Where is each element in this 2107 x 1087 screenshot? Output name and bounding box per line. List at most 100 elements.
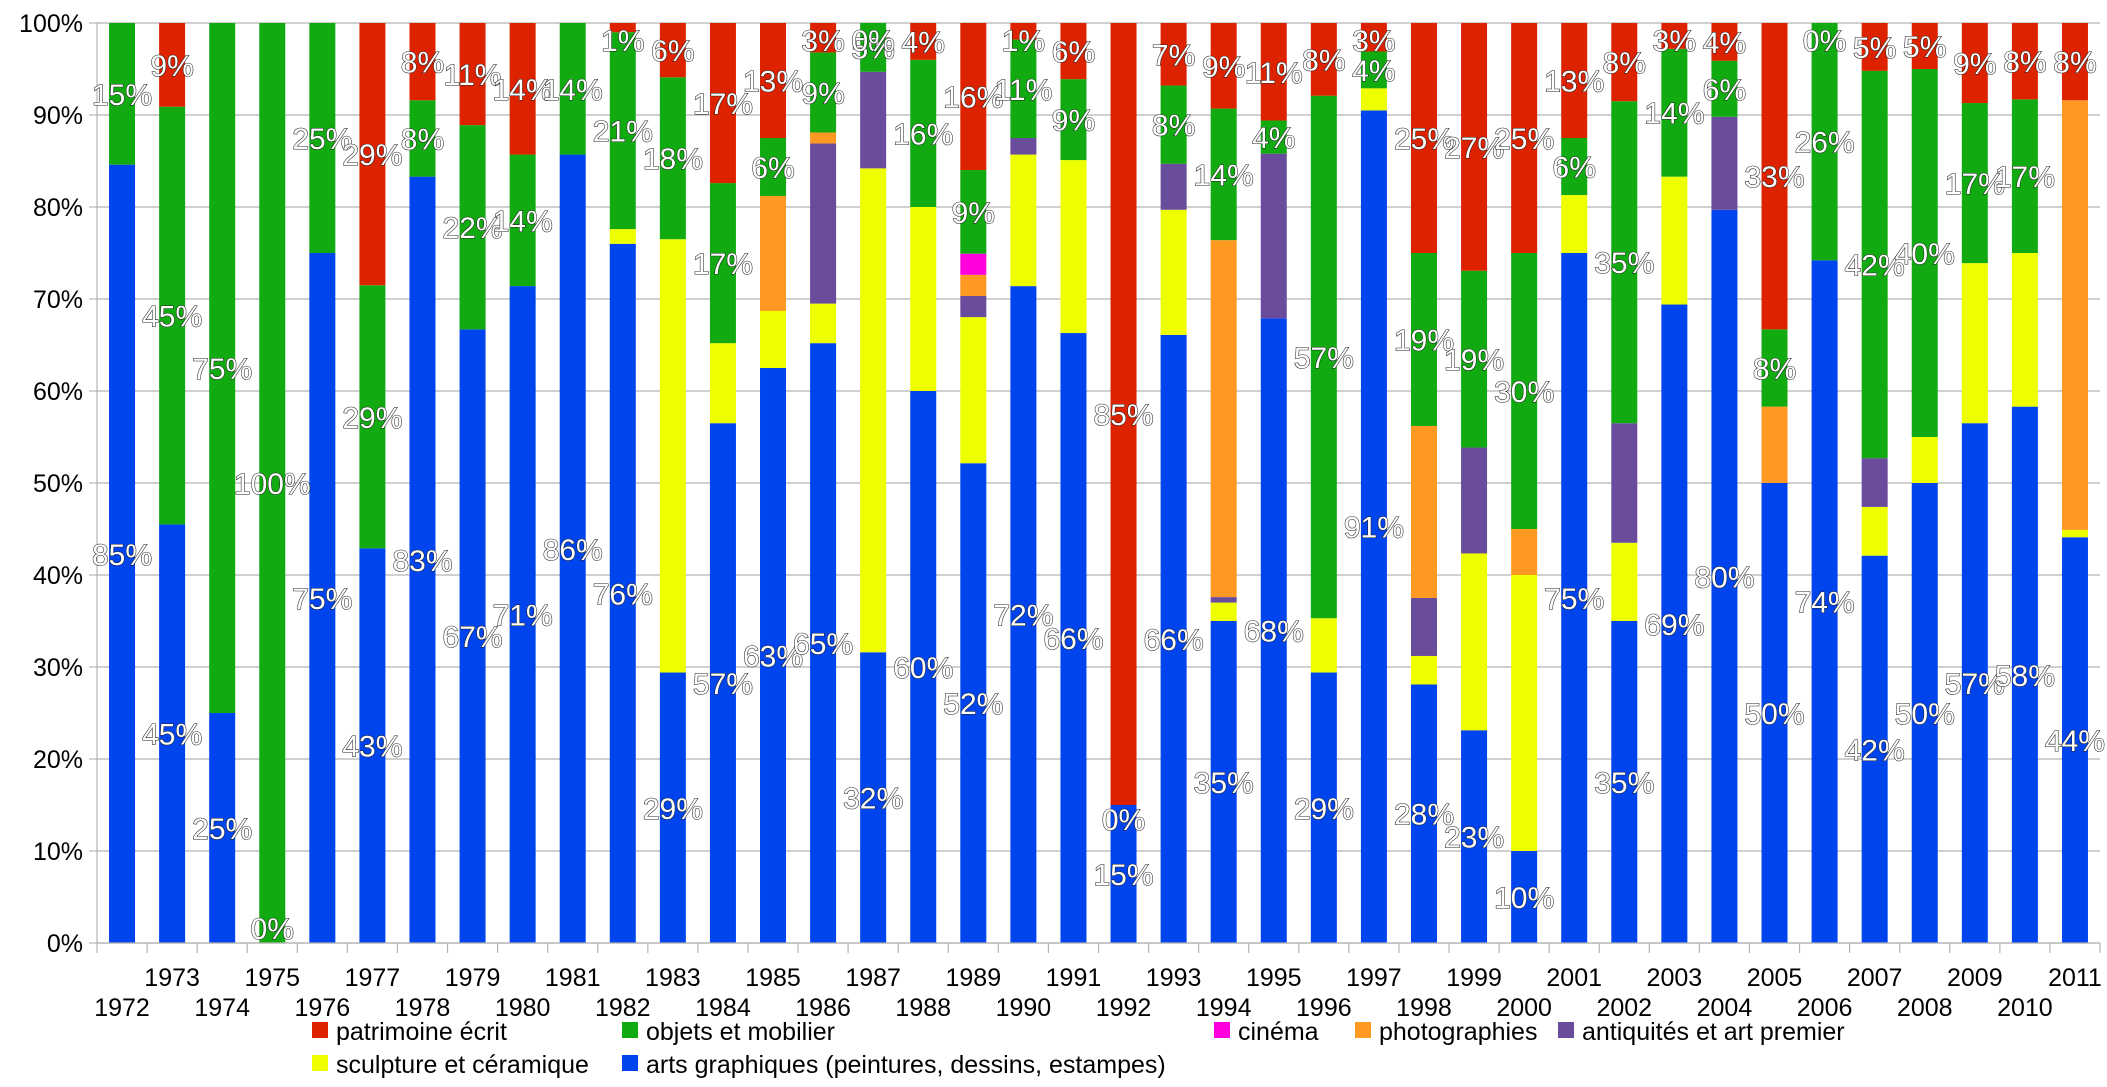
data-label-patrimoine-ecrit: 11% — [1245, 57, 1303, 90]
data-label-arts-graphiques: 45% — [142, 719, 202, 752]
bar-arts-graphiques-peintures-dessins-estampes-2007 — [1861, 555, 1888, 943]
bar-sculpture-et-ceramique-2001 — [1561, 195, 1588, 253]
data-label-arts-graphiques: 83% — [392, 545, 452, 578]
data-label-patrimoine-ecrit: 33% — [1744, 161, 1804, 194]
bar-objets-et-mobilier-1982 — [609, 32, 636, 230]
data-label-objets-et-mobilier: 26% — [1795, 127, 1855, 160]
data-label-arts-graphiques: 80% — [1694, 561, 1754, 594]
data-label-arts-graphiques: 25% — [192, 813, 252, 846]
bar-patrimoine-ecrit-1973 — [159, 23, 186, 107]
data-label-arts-graphiques: 43% — [342, 731, 402, 764]
bar-arts-graphiques-peintures-dessins-estampes-1977 — [359, 548, 386, 943]
data-label-objets-et-mobilier: 14% — [493, 205, 553, 238]
x-tick-label: 1998 — [1396, 994, 1452, 1022]
data-label-objets-et-mobilier: 75% — [192, 353, 252, 386]
bar-sculpture-et-ceramique-1984 — [709, 343, 736, 424]
bar-stack-1989 — [960, 23, 987, 943]
bar-sculpture-et-ceramique-2009 — [1961, 263, 1988, 424]
legend-swatch — [312, 1022, 328, 1038]
data-label-patrimoine-ecrit: 1% — [1002, 25, 1045, 58]
bar-objets-et-mobilier-2000 — [1511, 253, 1538, 529]
bar-stack-1976 — [309, 23, 336, 943]
data-label-patrimoine-ecrit: 25% — [1394, 123, 1454, 156]
bar-patrimoine-ecrit-1988 — [910, 23, 937, 60]
data-label-arts-graphiques: 29% — [1294, 793, 1354, 826]
data-label-patrimoine-ecrit: 3% — [801, 25, 844, 58]
bar-arts-graphiques-peintures-dessins-estampes-2011 — [2061, 537, 2088, 943]
bar-sculpture-et-ceramique-2011 — [2061, 529, 2088, 538]
data-label-patrimoine-ecrit: 13% — [743, 66, 803, 99]
bar-sculpture-et-ceramique-1993 — [1160, 209, 1187, 335]
bar-arts-graphiques-peintures-dessins-estampes-1985 — [760, 368, 787, 943]
data-label-patrimoine-ecrit: 13% — [1544, 66, 1604, 99]
bar-arts-graphiques-peintures-dessins-estampes-1980 — [509, 286, 536, 943]
bar-antiquites-et-art-premier-1989 — [960, 295, 987, 318]
bar-stack-1999 — [1461, 23, 1488, 943]
data-label-patrimoine-ecrit: 9% — [1202, 51, 1245, 84]
bar-stack-2009 — [1961, 23, 1988, 943]
data-label-objets-et-mobilier: 17% — [1945, 168, 2005, 201]
bar-sculpture-et-ceramique-1996 — [1310, 618, 1337, 673]
y-axis: 0% 10% 20% 30% 40% 50% 60% 70% 80% 90% 100% — [19, 10, 98, 958]
bar-stack-1996 — [1310, 23, 1337, 943]
bar-antiquites-et-art-premier-1999 — [1461, 447, 1488, 554]
bar-objets-et-mobilier-1987 — [860, 23, 887, 72]
bar-sculpture-et-ceramique-1989 — [960, 317, 987, 464]
bar-arts-graphiques-peintures-dessins-estampes-2008 — [1911, 483, 1938, 943]
bar-patrimoine-ecrit-1977 — [359, 23, 386, 286]
data-label-patrimoine-ecrit: 6% — [1052, 36, 1095, 69]
data-label-arts-graphiques: 0% — [251, 913, 294, 946]
legend-swatch — [312, 1055, 328, 1071]
x-tick-label: 1979 — [445, 964, 501, 992]
x-tick-label: 1986 — [795, 994, 851, 1022]
data-label-objets-et-mobilier: 25% — [292, 123, 352, 156]
x-tick-label: 1989 — [946, 964, 1002, 992]
data-label-objets-et-mobilier: 11% — [994, 74, 1052, 107]
data-label-objets-et-mobilier: 35% — [1594, 247, 1654, 280]
bar-stack-1991 — [1060, 23, 1087, 943]
data-label-patrimoine-ecrit: 4% — [902, 26, 945, 59]
x-tick-label: 1996 — [1296, 994, 1352, 1022]
bar-arts-graphiques-peintures-dessins-estampes-1976 — [309, 253, 336, 943]
bar-patrimoine-ecrit-2001 — [1561, 23, 1588, 138]
bar-stack-1980 — [509, 23, 536, 943]
bar-sculpture-et-ceramique-1985 — [760, 310, 787, 368]
data-label-objets-et-mobilier: 8% — [1753, 353, 1796, 386]
data-label-objets-et-mobilier: 14% — [1194, 159, 1254, 192]
legend-label: objets et mobilier — [646, 1018, 835, 1046]
y-tick-label: 20% — [33, 746, 83, 774]
data-label-patrimoine-ecrit: 8% — [2053, 47, 2096, 80]
y-tick-label: 70% — [33, 286, 83, 314]
data-label-objets-et-mobilier: 14% — [1644, 98, 1704, 131]
data-label-objets-et-mobilier: 100% — [234, 468, 311, 501]
bar-patrimoine-ecrit-1995 — [1260, 23, 1287, 121]
x-tick-label: 2003 — [1647, 964, 1703, 992]
bar-stack-1972 — [109, 23, 136, 943]
bar-stack-1987 — [860, 23, 887, 943]
x-tick-label: 1992 — [1096, 994, 1152, 1022]
data-label-objets-et-mobilier: 9% — [1052, 105, 1095, 138]
bar-patrimoine-ecrit-1990 — [1010, 23, 1037, 40]
data-label-objets-et-mobilier: 18% — [643, 143, 703, 176]
bar-arts-graphiques-peintures-dessins-estampes-2010 — [2011, 406, 2038, 943]
bar-sculpture-et-ceramique-2010 — [2011, 253, 2038, 407]
bar-patrimoine-ecrit-1984 — [709, 23, 736, 184]
x-tick-label: 1994 — [1196, 994, 1252, 1022]
data-label-arts-graphiques: 42% — [1845, 734, 1905, 767]
data-label-objets-et-mobilier: 22% — [443, 212, 503, 245]
data-label-arts-graphiques: 52% — [943, 688, 1003, 721]
bar-arts-graphiques-peintures-dessins-estampes-1974 — [209, 713, 236, 943]
bar-arts-graphiques-peintures-dessins-estampes-1994 — [1210, 621, 1237, 943]
bar-antiquites-et-art-premier-1995 — [1260, 153, 1287, 319]
x-tick-label: 1993 — [1146, 964, 1202, 992]
data-label-patrimoine-ecrit: 85% — [1094, 399, 1154, 432]
bar-arts-graphiques-peintures-dessins-estampes-1999 — [1461, 730, 1488, 943]
legend-label: photographies — [1379, 1018, 1537, 1046]
bar-arts-graphiques-peintures-dessins-estampes-1993 — [1160, 334, 1187, 943]
x-tick-label: 1991 — [1046, 964, 1102, 992]
bar-objets-et-mobilier-2010 — [2011, 99, 2038, 253]
bar-stack-1992 — [1110, 23, 1137, 943]
data-label-arts-graphiques: 66% — [1144, 624, 1204, 657]
bar-sculpture-et-ceramique-1986 — [810, 303, 837, 344]
